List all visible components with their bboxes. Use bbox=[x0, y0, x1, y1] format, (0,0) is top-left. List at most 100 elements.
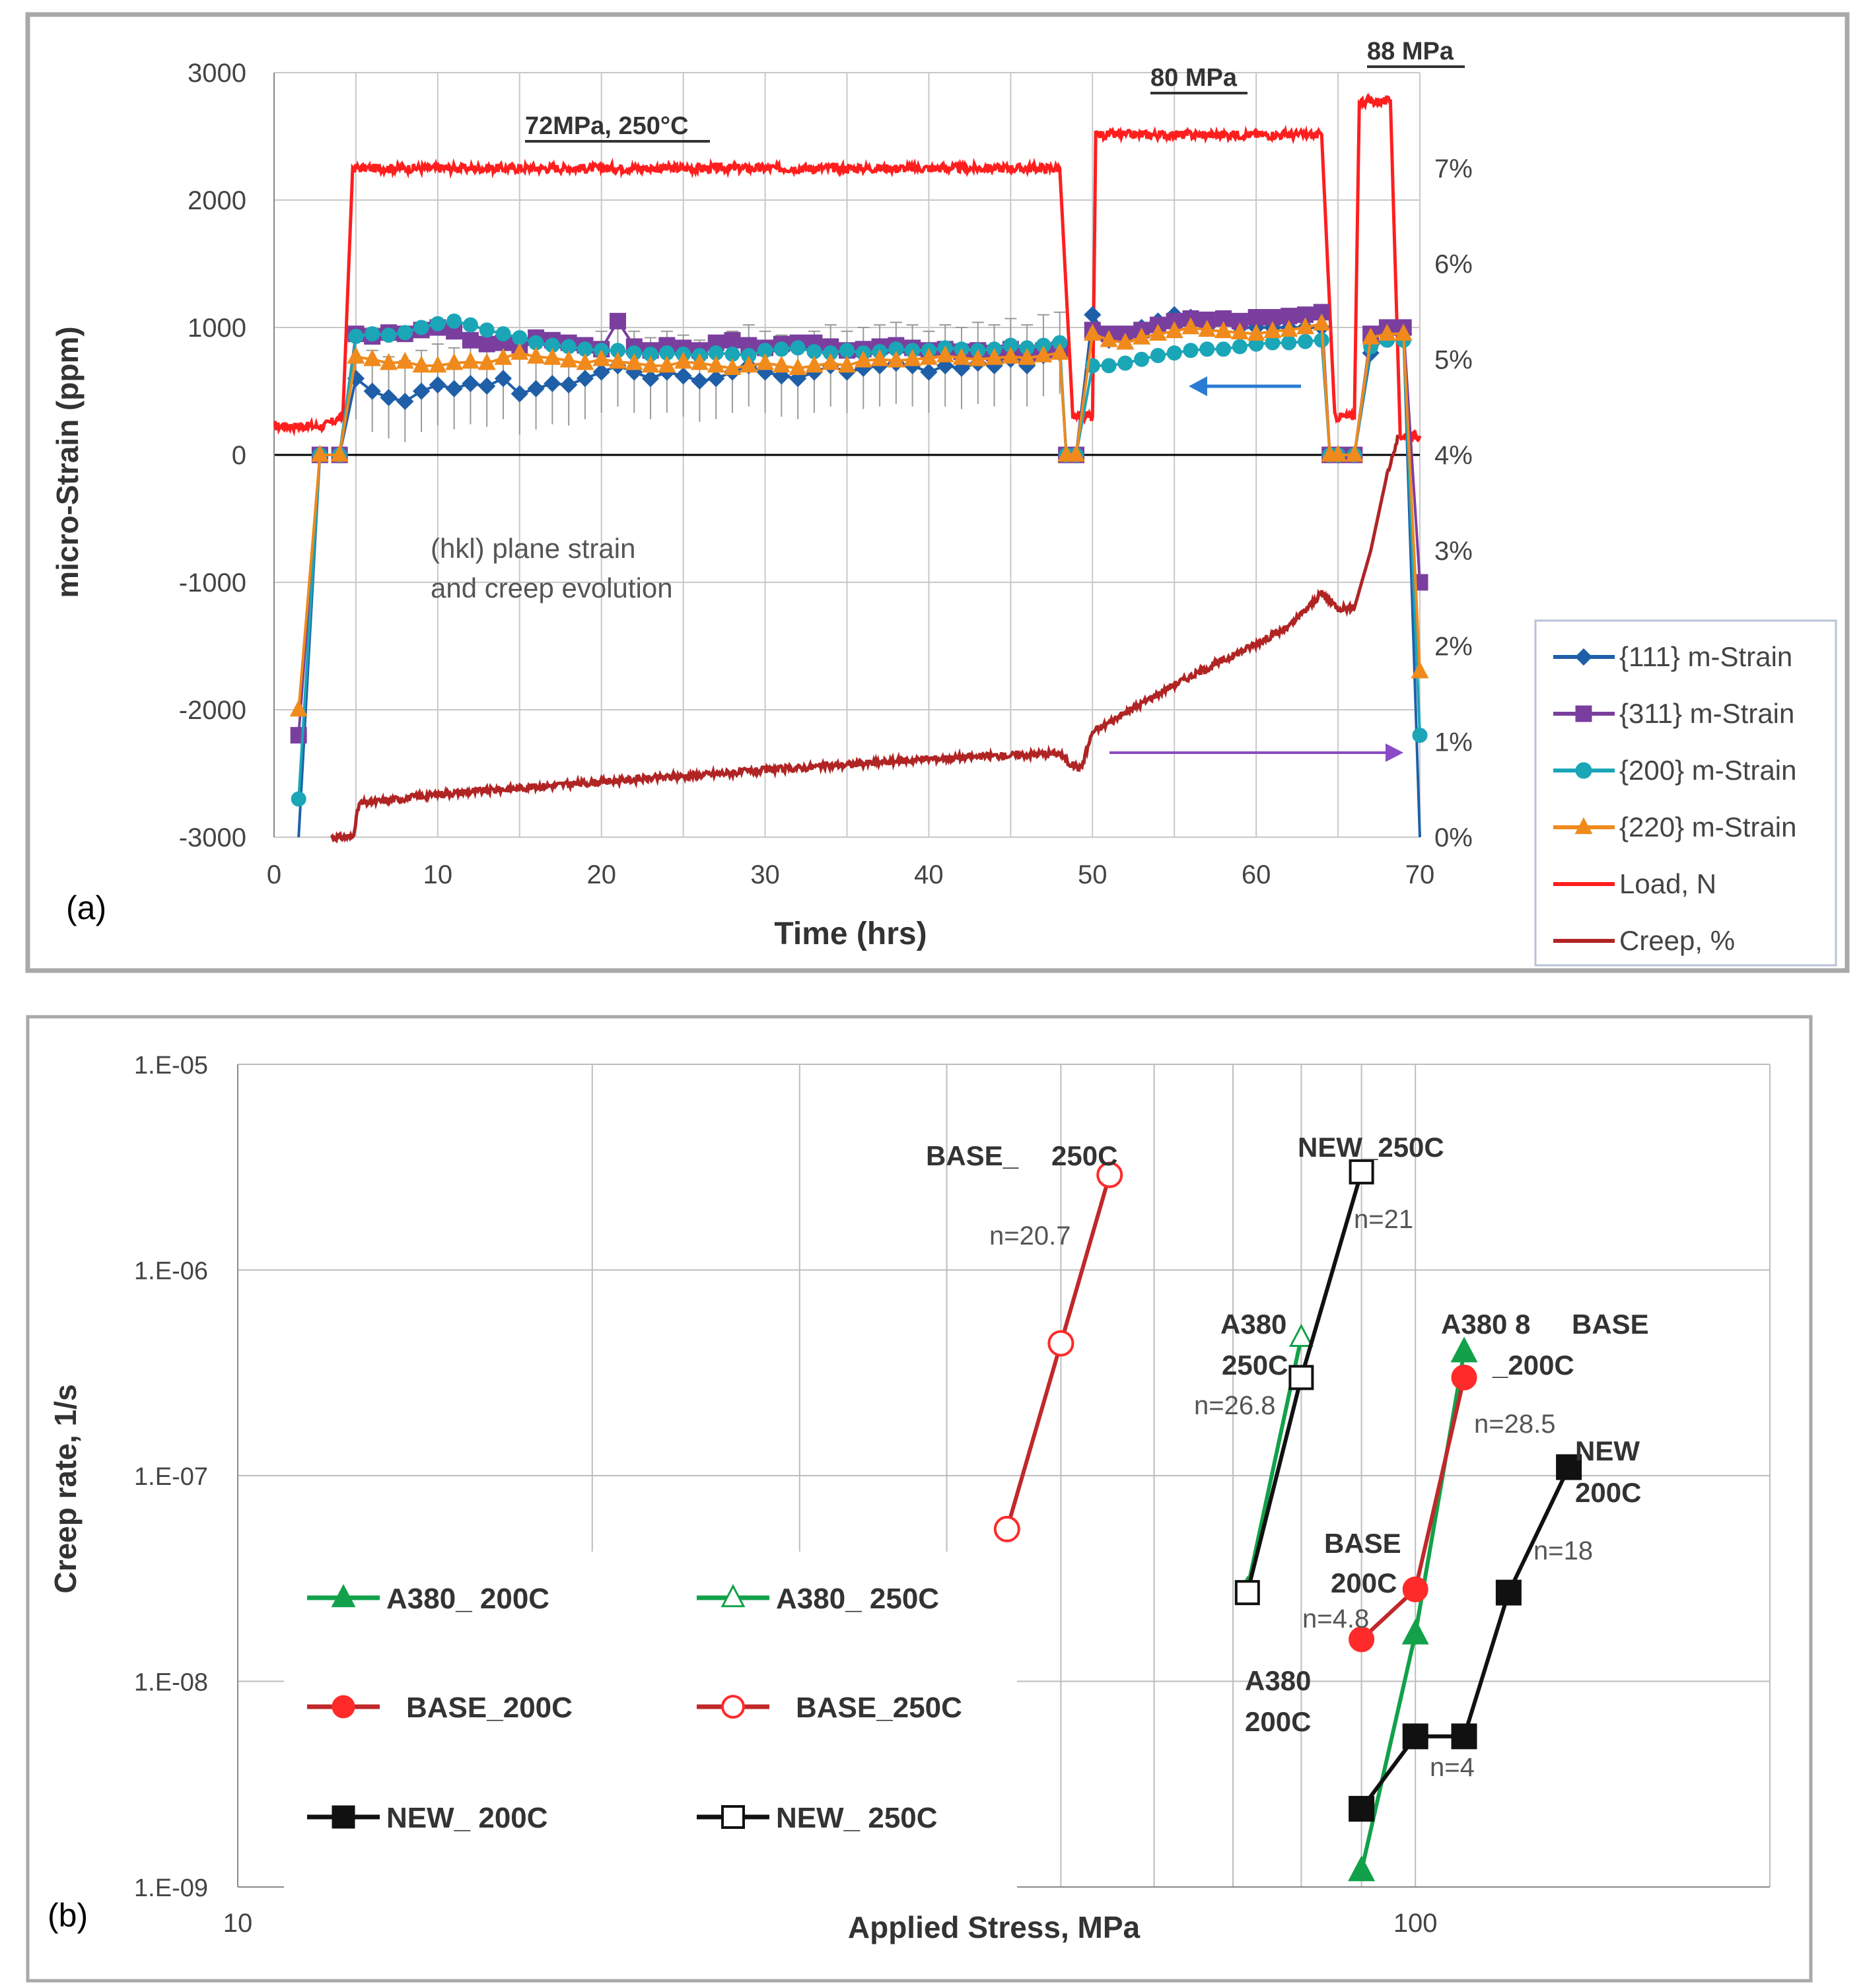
strain-point-220 bbox=[429, 355, 447, 373]
series-point-b bbox=[1047, 1330, 1074, 1357]
x-tick-label: 20 bbox=[586, 860, 616, 889]
label-a380-250-b: 250C bbox=[1222, 1350, 1288, 1381]
stage2-label: 80 MPa bbox=[1150, 64, 1238, 92]
strain-point-200 bbox=[365, 326, 380, 342]
strain-point-200 bbox=[381, 327, 396, 343]
legend-marker-b bbox=[721, 1805, 745, 1829]
y-axis-title: micro-Strain (ppm) bbox=[50, 326, 85, 598]
strain-point-111 bbox=[478, 377, 496, 395]
panel-a-series bbox=[273, 92, 1429, 844]
strain-point-200 bbox=[1216, 341, 1232, 357]
strain-point-111 bbox=[396, 392, 414, 411]
label-base250-b: 250C bbox=[1051, 1140, 1117, 1171]
legend-label-b: BASE_200C bbox=[406, 1692, 573, 1724]
series-point-b bbox=[1234, 1580, 1260, 1606]
strain-point-220 bbox=[396, 351, 414, 369]
y-tick-label-b: 1.E-05 bbox=[134, 1052, 208, 1080]
strain-point-220 bbox=[1001, 347, 1020, 364]
strain-point-111 bbox=[560, 376, 578, 394]
strain-point-220 bbox=[609, 351, 627, 369]
strain-point-200 bbox=[1150, 347, 1166, 363]
strain-point-200 bbox=[1101, 358, 1117, 374]
y-tick-label-b: 1.E-08 bbox=[134, 1669, 208, 1697]
strain-point-220 bbox=[477, 353, 496, 370]
strain-point-220 bbox=[936, 345, 954, 362]
strain-point-220 bbox=[870, 349, 889, 366]
series-point-b bbox=[1349, 1626, 1375, 1653]
legend-marker bbox=[1575, 705, 1592, 722]
note-line-2: and creep evolution bbox=[431, 572, 673, 603]
legend-label-b: NEW_ 200C bbox=[386, 1802, 548, 1834]
strain-point-220 bbox=[740, 355, 758, 373]
strain-point-200 bbox=[773, 341, 789, 357]
label-n-new250: n=21 bbox=[1354, 1205, 1413, 1234]
strain-point-220 bbox=[1345, 444, 1364, 462]
y2-tick-label: 7% bbox=[1434, 154, 1473, 184]
label-new250: NEW_250C bbox=[1298, 1132, 1444, 1163]
panel-a-legend: {111} m-Strain {311} m-Strain {200} m-Stra… bbox=[1534, 619, 1837, 967]
legend-label: {311} m-Strain bbox=[1619, 698, 1794, 729]
strain-point-311 bbox=[1248, 309, 1265, 326]
series-point-b bbox=[1402, 1576, 1428, 1602]
strain-point-111 bbox=[674, 367, 692, 385]
series-point-b bbox=[1348, 1855, 1376, 1882]
strain-point-220 bbox=[1034, 345, 1053, 362]
strain-point-311 bbox=[478, 335, 495, 353]
strain-point-220 bbox=[1116, 332, 1135, 350]
strain-point-220 bbox=[1312, 313, 1331, 331]
y2-tick-label: 0% bbox=[1434, 823, 1473, 852]
strain-point-220 bbox=[919, 347, 938, 365]
strain-point-111 bbox=[412, 382, 431, 400]
y-tick-label-b: 1.E-06 bbox=[134, 1258, 208, 1285]
strain-point-200 bbox=[479, 322, 495, 338]
series-point-b bbox=[1349, 1159, 1374, 1184]
strain-point-220 bbox=[1165, 321, 1183, 339]
strain-point-220 bbox=[756, 353, 775, 370]
legend-box bbox=[1534, 619, 1837, 967]
legend-label: {200} m-Strain bbox=[1619, 755, 1797, 786]
strain-point-111 bbox=[641, 370, 660, 388]
strain-point-200 bbox=[512, 329, 528, 345]
strain-point-200 bbox=[1183, 343, 1199, 359]
strain-point-220 bbox=[723, 358, 742, 376]
strain-point-200 bbox=[1117, 355, 1133, 371]
strain-point-220 bbox=[1263, 321, 1282, 339]
label-base200-b: 200C bbox=[1331, 1567, 1397, 1598]
strain-point-220 bbox=[658, 355, 676, 373]
strain-point-220 bbox=[1280, 320, 1298, 337]
strain-point-111 bbox=[445, 380, 463, 397]
strain-point-220 bbox=[1133, 327, 1151, 345]
strain-point-220 bbox=[510, 343, 529, 360]
y2-tick-label: 3% bbox=[1434, 537, 1473, 566]
panel-a-time-chart: 3000 2000 1000 0 -1000 -2000 -3000 0 10 20 30 40 50 6… bbox=[25, 12, 1850, 973]
label-base-right: BASE bbox=[1572, 1309, 1649, 1340]
strain-point-220 bbox=[494, 347, 512, 365]
y-tick-label-b: 1.E-07 bbox=[134, 1463, 208, 1491]
legend-label: {220} m-Strain bbox=[1619, 811, 1797, 842]
strain-point-220 bbox=[527, 347, 545, 364]
x-axis-title: Time (hrs) bbox=[774, 916, 927, 951]
strain-point-200 bbox=[1412, 728, 1428, 743]
strain-point-220 bbox=[289, 699, 308, 717]
y2-tick-label: 6% bbox=[1434, 250, 1473, 279]
strain-point-200 bbox=[790, 340, 806, 356]
strain-point-220 bbox=[985, 347, 1004, 365]
legend-label-b: A380_ 250C bbox=[776, 1583, 939, 1615]
y2-tick-label: 1% bbox=[1434, 728, 1473, 757]
strain-point-220 bbox=[772, 355, 791, 373]
series-point-b bbox=[1556, 1454, 1582, 1480]
legend-label: Creep, % bbox=[1619, 925, 1735, 956]
label-n-4-8: n=4.8 bbox=[1302, 1604, 1369, 1633]
series-point-b bbox=[993, 1515, 1020, 1542]
label-a380-250-a: A380 bbox=[1220, 1309, 1286, 1340]
strain-point-200 bbox=[839, 343, 855, 359]
y2-tick-label: 4% bbox=[1434, 441, 1473, 470]
strain-point-220 bbox=[576, 353, 594, 370]
panel-a-axes: 3000 2000 1000 0 -1000 -2000 -3000 0 10 20 30 40 50 6… bbox=[179, 59, 1473, 889]
label-200c-right: _200C bbox=[1492, 1350, 1574, 1381]
panel-a-arrows bbox=[1109, 376, 1403, 762]
legend-marker-b bbox=[332, 1805, 355, 1829]
strain-point-220 bbox=[1247, 324, 1265, 341]
strain-point-220 bbox=[674, 351, 693, 369]
legend-label: Load, N bbox=[1619, 868, 1716, 899]
